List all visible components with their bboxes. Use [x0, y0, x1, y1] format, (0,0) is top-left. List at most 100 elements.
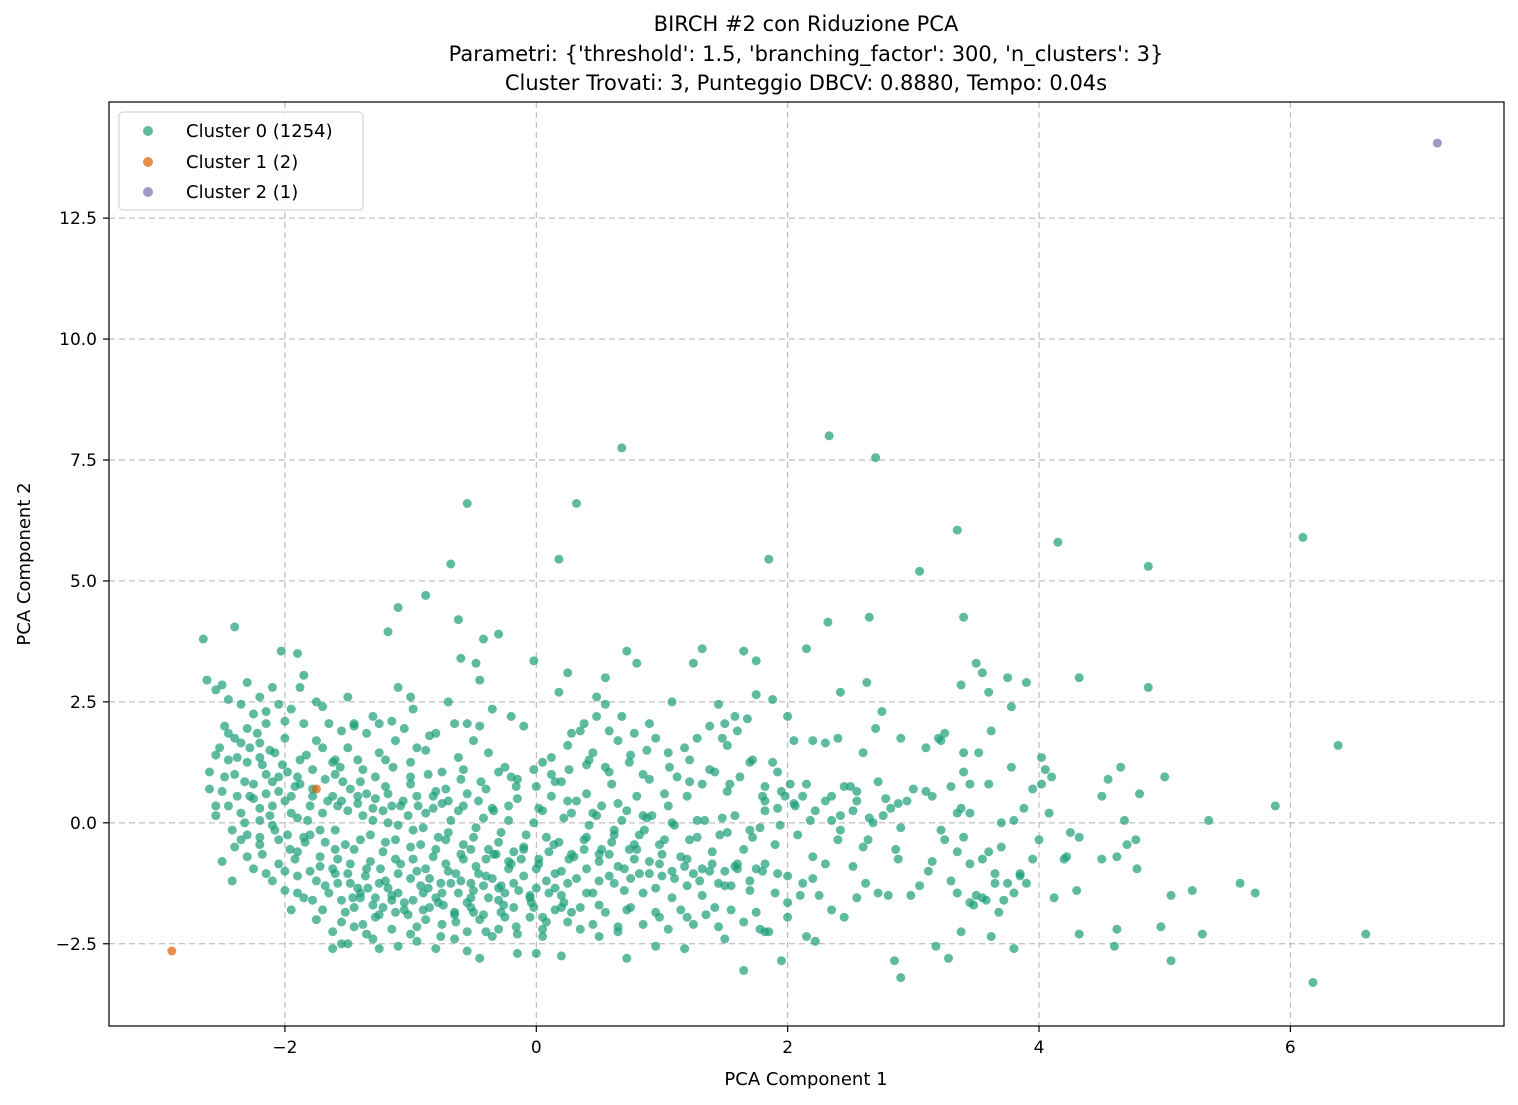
data-point-cluster-0	[274, 835, 284, 845]
chart-title-line-3: Cluster Trovati: 3, Punteggio DBCV: 0.88…	[504, 71, 1108, 95]
data-point-cluster-0	[290, 854, 300, 864]
data-point-cluster-0	[692, 815, 702, 825]
data-point-cluster-0	[808, 874, 818, 883]
data-point-cluster-0	[441, 835, 451, 845]
data-point-cluster-0	[249, 709, 258, 719]
plot-area-frame	[108, 101, 1505, 1027]
data-point-cluster-0	[833, 835, 843, 845]
data-point-cluster-0	[600, 673, 610, 683]
data-point-cluster-0	[479, 634, 488, 644]
axis-ticks: −2 0 2 4 6 −2.5 0.0 2.5 5.0 7.5 10.0 12.5	[56, 209, 1296, 1058]
data-point-cluster-0	[541, 917, 551, 927]
data-point-cluster-0	[413, 801, 423, 811]
data-point-cluster-0	[594, 932, 604, 941]
data-point-cluster-0	[567, 728, 576, 738]
data-point-cluster-0	[399, 905, 409, 915]
data-point-cluster-0	[720, 934, 730, 944]
data-point-cluster-0	[475, 953, 485, 963]
data-point-cluster-0	[476, 777, 486, 787]
data-point-cluster-0	[790, 801, 800, 811]
data-point-cluster-0	[509, 903, 519, 912]
data-point-cluster-0	[722, 786, 732, 796]
legend-label-cluster-0: Cluster 0 (1254)	[186, 121, 333, 142]
data-point-cluster-0	[638, 811, 648, 821]
data-point-cluster-0	[227, 825, 237, 835]
data-point-cluster-0	[529, 656, 539, 666]
data-point-cluster-0	[458, 840, 468, 850]
data-point-cluster-0	[1112, 924, 1122, 934]
data-point-cluster-0	[682, 912, 692, 922]
data-point-cluster-0	[688, 869, 698, 879]
data-point-cluster-0	[267, 777, 277, 787]
data-point-cluster-0	[541, 832, 551, 842]
data-point-cluster-0	[270, 825, 280, 835]
data-point-cluster-0	[450, 934, 460, 944]
data-point-cluster-0	[516, 854, 526, 864]
data-point-cluster-0	[276, 646, 286, 656]
data-point-cluster-0	[597, 801, 607, 811]
data-point-cluster-0	[453, 615, 463, 625]
data-point-cluster-0	[773, 869, 783, 879]
data-point-cluster-0	[265, 811, 275, 821]
data-point-cluster-0	[745, 757, 755, 767]
data-point-cluster-0	[506, 772, 516, 782]
data-point-cluster-0	[707, 859, 717, 869]
data-point-cluster-0	[451, 917, 461, 927]
data-point-cluster-0	[504, 864, 514, 874]
data-point-cluster-0	[370, 772, 380, 782]
data-point-cluster-0	[567, 907, 576, 917]
data-point-cluster-0	[644, 719, 654, 729]
data-point-cluster-0	[685, 755, 695, 765]
data-point-cluster-0	[1009, 888, 1019, 898]
data-point-cluster-0	[717, 813, 727, 823]
data-point-cluster-0	[940, 835, 950, 845]
data-point-cluster-0	[230, 842, 240, 852]
data-point-cluster-0	[984, 779, 994, 789]
data-point-cluster-0	[871, 453, 881, 463]
data-point-cluster-0	[584, 755, 594, 765]
data-point-cluster-0	[360, 871, 370, 881]
data-point-cluster-0	[458, 801, 468, 811]
x-axis-label: PCA Component 1	[724, 1069, 887, 1090]
data-point-cluster-0	[428, 791, 438, 801]
data-point-cluster-0	[624, 757, 634, 767]
data-point-cluster-0	[511, 922, 521, 932]
data-point-cluster-0	[556, 866, 566, 876]
data-point-cluster-0	[255, 738, 265, 748]
data-point-cluster-0	[519, 721, 529, 731]
data-point-cluster-0	[295, 755, 305, 765]
data-point-cluster-0	[1019, 803, 1029, 813]
data-point-cluster-0	[1009, 944, 1019, 954]
data-point-cluster-0	[745, 876, 755, 886]
data-point-cluster-0	[680, 944, 690, 954]
data-point-cluster-0	[481, 784, 491, 794]
data-point-cluster-0	[391, 835, 400, 845]
data-point-cluster-0	[337, 895, 346, 905]
data-point-cluster-0	[638, 769, 648, 779]
data-point-cluster-0	[274, 772, 284, 782]
data-point-cluster-0	[466, 844, 476, 854]
data-point-cluster-0	[362, 864, 372, 874]
data-point-cluster-0	[236, 808, 246, 818]
data-point-cluster-0	[921, 743, 931, 753]
data-point-cluster-0	[622, 646, 632, 656]
data-point-cluster-0	[977, 893, 987, 903]
legend-marker-cluster-1	[143, 157, 153, 167]
data-point-cluster-0	[594, 900, 604, 910]
data-point-cluster-0	[582, 888, 592, 898]
data-point-cluster-0	[814, 890, 824, 900]
data-point-cluster-0	[249, 864, 258, 874]
data-point-cluster-0	[626, 750, 636, 760]
data-point-cluster-0	[318, 743, 328, 753]
data-point-cluster-0	[604, 871, 614, 881]
data-point-cluster-0	[1166, 890, 1176, 900]
data-point-cluster-0	[311, 876, 321, 886]
data-point-cluster-0	[775, 820, 785, 830]
data-point-cluster-0	[700, 815, 710, 825]
data-point-cluster-0	[330, 769, 340, 779]
data-point-cluster-0	[550, 883, 560, 893]
data-point-cluster-0	[416, 840, 426, 850]
legend-label-cluster-1: Cluster 1 (2)	[186, 152, 298, 173]
data-point-cluster-0	[531, 948, 541, 958]
data-point-cluster-0	[626, 874, 636, 883]
